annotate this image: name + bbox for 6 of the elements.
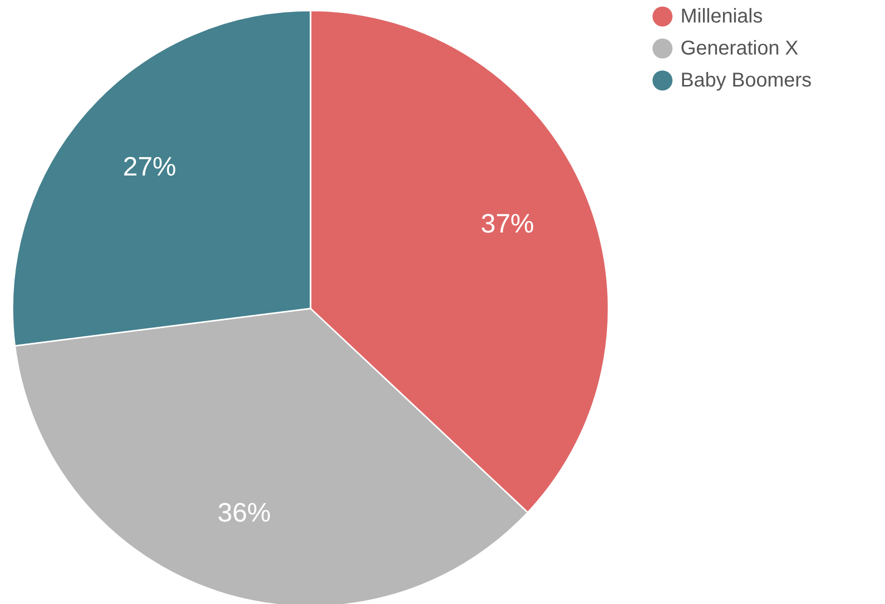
legend-label: Millenials bbox=[680, 6, 763, 28]
data-label: 36% bbox=[218, 498, 271, 528]
legend-label: Baby Boomers bbox=[680, 70, 812, 92]
legend-label: Generation X bbox=[680, 38, 798, 60]
data-label: 27% bbox=[122, 152, 176, 182]
data-label: 37% bbox=[480, 208, 534, 238]
